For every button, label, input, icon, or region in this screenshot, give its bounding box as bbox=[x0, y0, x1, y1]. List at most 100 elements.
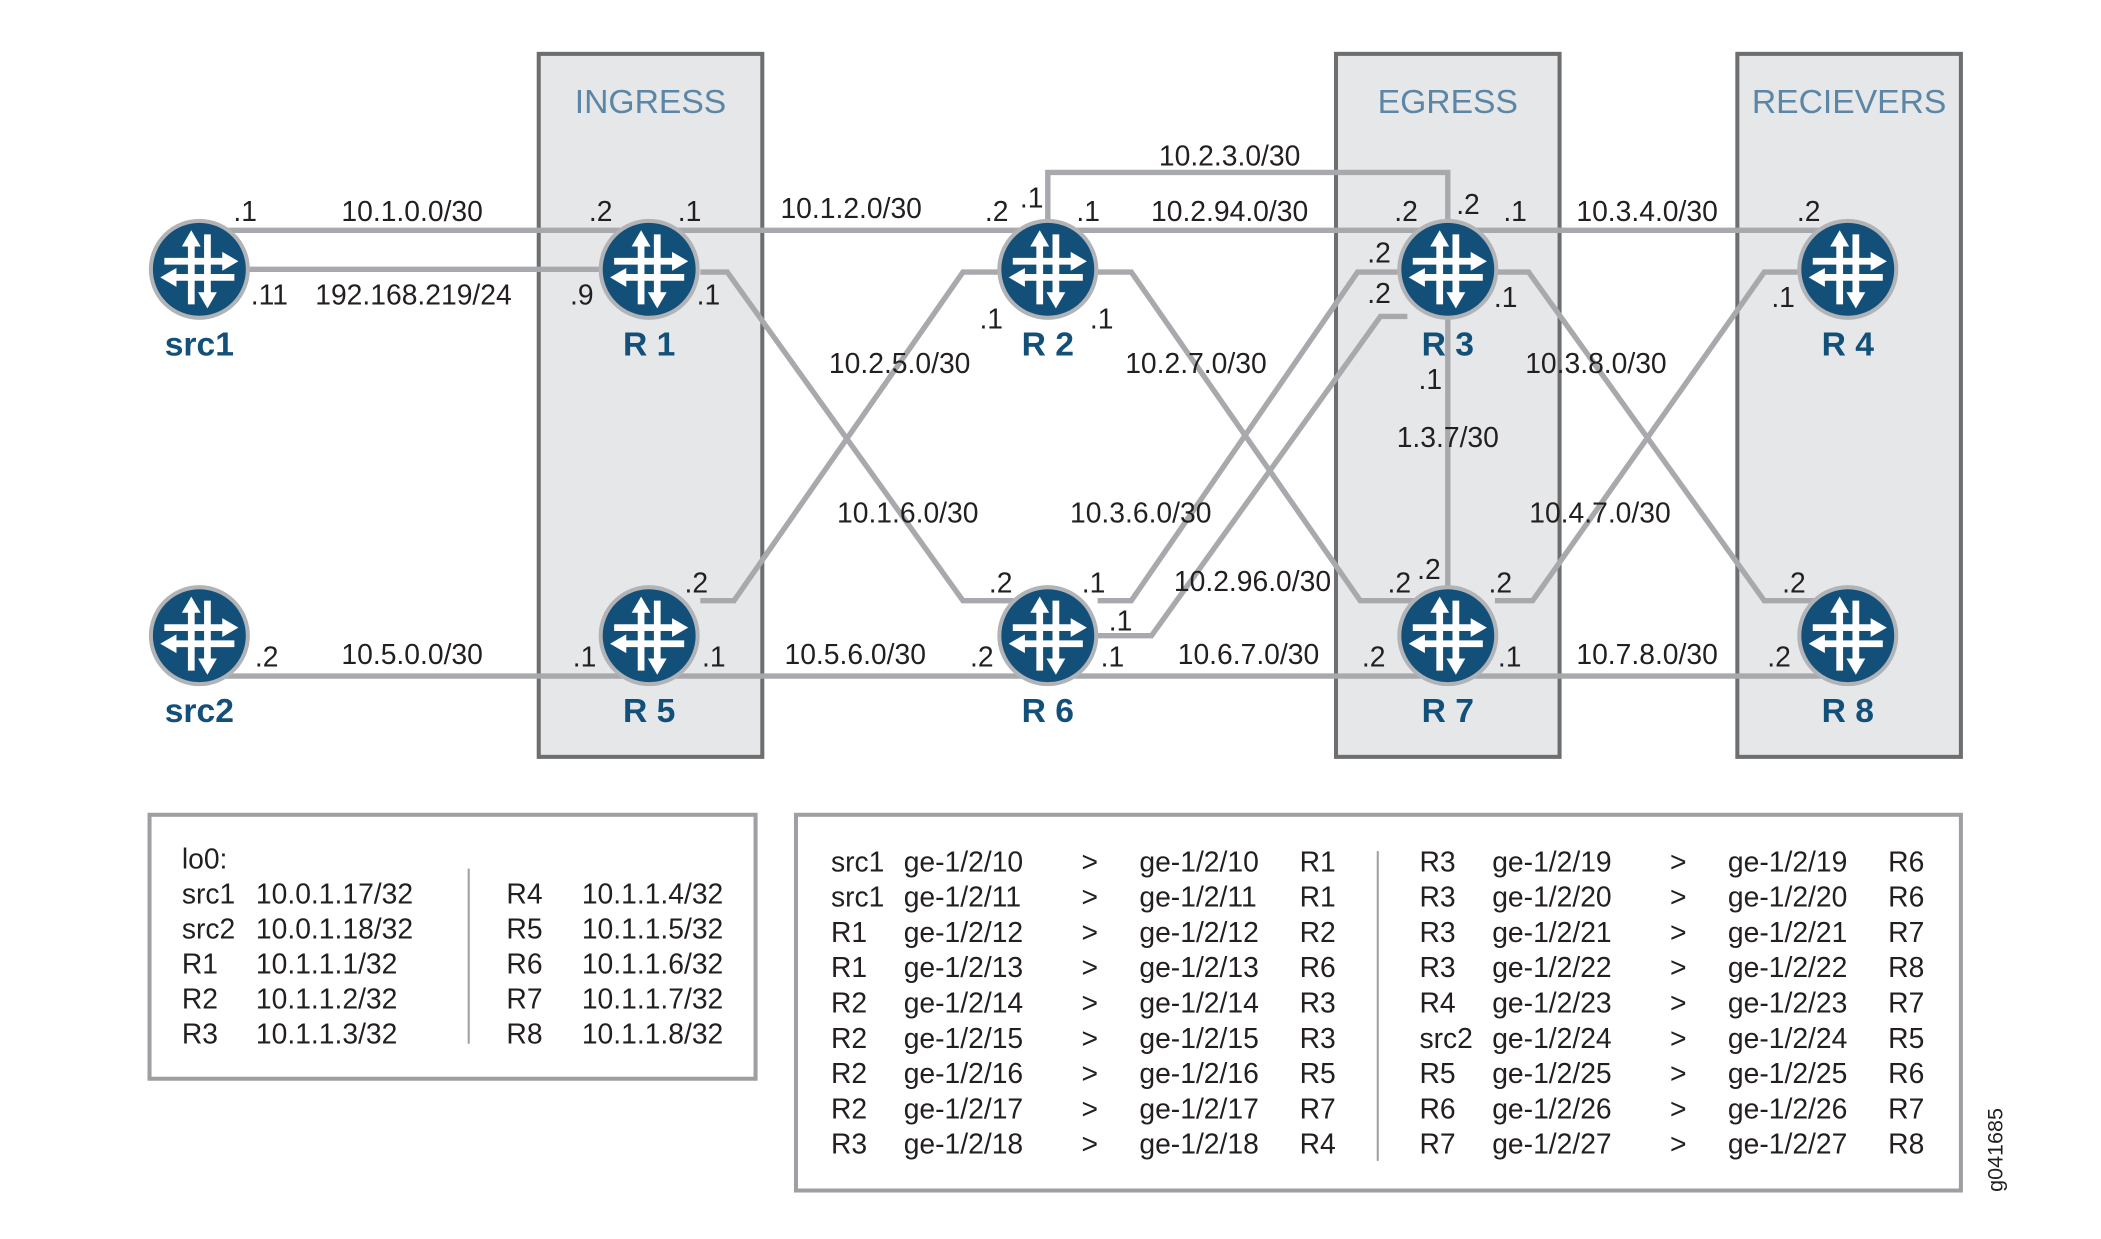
subnet-label: 10.5.0.0/30 bbox=[341, 638, 482, 670]
loopback-address: 10.1.1.7/32 bbox=[582, 983, 723, 1015]
loopback-device: R7 bbox=[506, 983, 542, 1015]
router-icon bbox=[151, 221, 248, 318]
interface-to-port: ge-1/2/14 bbox=[1139, 986, 1258, 1018]
interface-label: .1 bbox=[697, 278, 721, 310]
router-name: R 7 bbox=[1422, 693, 1474, 730]
subnet-label: 10.1.0.0/30 bbox=[341, 195, 482, 227]
interface-label: .1 bbox=[1082, 567, 1106, 599]
interface-from-port: ge-1/2/12 bbox=[904, 916, 1023, 948]
router-r1[interactable]: R 1 bbox=[601, 221, 698, 364]
link-line bbox=[1097, 269, 1401, 604]
interface-to-port: ge-1/2/11 bbox=[1139, 881, 1256, 913]
interface-label: .2 bbox=[1782, 567, 1806, 599]
interface-arrow: > bbox=[1081, 951, 1098, 983]
interface-arrow: > bbox=[1670, 1128, 1687, 1160]
interface-to-port: ge-1/2/20 bbox=[1728, 881, 1847, 913]
router-r7[interactable]: R 7 bbox=[1399, 587, 1496, 730]
interface-arrow: > bbox=[1081, 881, 1098, 913]
interface-from-port: ge-1/2/21 bbox=[1492, 916, 1611, 948]
interface-to-device: R1 bbox=[1300, 881, 1336, 913]
subnet-label: 10.2.7.0/30 bbox=[1125, 347, 1266, 379]
interface-label: .2 bbox=[589, 195, 613, 227]
interface-label: .2 bbox=[985, 195, 1009, 227]
interface-from-device: R1 bbox=[831, 951, 867, 983]
interface-from-port: ge-1/2/20 bbox=[1492, 881, 1611, 913]
interface-label: .2 bbox=[1367, 237, 1391, 269]
links bbox=[199, 169, 1848, 679]
interface-to-device: R6 bbox=[1300, 951, 1336, 983]
subnet-label: 10.5.6.0/30 bbox=[784, 638, 925, 670]
interface-arrow: > bbox=[1670, 881, 1687, 913]
interface-label: .1 bbox=[1771, 281, 1795, 313]
interface-to-device: R8 bbox=[1888, 1128, 1924, 1160]
router-r5[interactable]: R 5 bbox=[601, 587, 698, 730]
interface-label: .1 bbox=[1101, 641, 1125, 673]
interface-to-device: R7 bbox=[1888, 1092, 1924, 1124]
interface-label: .1 bbox=[702, 641, 726, 673]
interface-from-device: R4 bbox=[1420, 986, 1456, 1018]
interface-from-port: ge-1/2/10 bbox=[904, 845, 1023, 877]
interface-arrow: > bbox=[1670, 1092, 1687, 1124]
interface-arrow: > bbox=[1670, 845, 1687, 877]
interface-label: .2 bbox=[989, 567, 1013, 599]
router-src2[interactable]: src2 bbox=[151, 587, 248, 730]
interface-arrow: > bbox=[1081, 1092, 1098, 1124]
figure-id: g041685 bbox=[1984, 1108, 2008, 1192]
interface-to-port: ge-1/2/25 bbox=[1728, 1057, 1847, 1089]
loopback-title: lo0: bbox=[182, 843, 228, 875]
interface-to-port: ge-1/2/22 bbox=[1728, 951, 1847, 983]
router-icon bbox=[999, 587, 1096, 684]
loopback-device: R1 bbox=[182, 948, 218, 980]
subnet-label: 10.7.8.0/30 bbox=[1576, 638, 1717, 670]
loopback-device: src2 bbox=[182, 913, 235, 945]
interface-from-port: ge-1/2/22 bbox=[1492, 951, 1611, 983]
subnet-label: 1.3.7/30 bbox=[1397, 421, 1499, 453]
zone-title: RECIEVERS bbox=[1752, 84, 1947, 121]
interface-label: .1 bbox=[1503, 195, 1527, 227]
interface-from-device: R3 bbox=[1420, 881, 1456, 913]
interface-from-device: R3 bbox=[831, 1128, 867, 1160]
link-line bbox=[1494, 269, 1805, 604]
interface-to-device: R7 bbox=[1888, 916, 1924, 948]
interface-arrow: > bbox=[1081, 1128, 1098, 1160]
interface-to-port: ge-1/2/18 bbox=[1139, 1128, 1258, 1160]
router-r3[interactable]: R 3 bbox=[1399, 221, 1496, 364]
loopback-address: 10.0.1.18/32 bbox=[256, 913, 413, 945]
loopback-address: 10.1.1.5/32 bbox=[582, 913, 723, 945]
interface-to-device: R5 bbox=[1888, 1022, 1924, 1054]
router-icon bbox=[999, 221, 1096, 318]
interface-label: .1 bbox=[233, 195, 257, 227]
interface-to-device: R1 bbox=[1300, 845, 1336, 877]
router-r8[interactable]: R 8 bbox=[1799, 587, 1896, 730]
interface-arrow: > bbox=[1081, 1057, 1098, 1089]
interface-label: .2 bbox=[1388, 567, 1412, 599]
loopback-device: R4 bbox=[506, 878, 542, 910]
router-name: R 8 bbox=[1822, 693, 1874, 730]
interface-label: .1 bbox=[678, 195, 702, 227]
router-r6[interactable]: R 6 bbox=[999, 587, 1096, 730]
router-name: R 3 bbox=[1422, 327, 1474, 364]
interface-label: .1 bbox=[1498, 641, 1522, 673]
interface-arrow: > bbox=[1081, 986, 1098, 1018]
router-src1[interactable]: src1 bbox=[151, 221, 248, 364]
loopback-device: R6 bbox=[506, 948, 542, 980]
interface-label: .11 bbox=[251, 278, 288, 310]
router-icon bbox=[1399, 221, 1496, 318]
interface-to-port: ge-1/2/26 bbox=[1728, 1092, 1847, 1124]
loopback-device: R5 bbox=[506, 913, 542, 945]
loopback-address: 10.1.1.4/32 bbox=[582, 878, 723, 910]
interface-to-port: ge-1/2/23 bbox=[1728, 986, 1847, 1018]
router-r4[interactable]: R 4 bbox=[1799, 221, 1896, 364]
interface-label: .1 bbox=[1076, 195, 1100, 227]
loopback-device: src1 bbox=[182, 878, 235, 910]
router-name: R 4 bbox=[1822, 327, 1875, 364]
interface-arrow: > bbox=[1670, 916, 1687, 948]
zone-title: INGRESS bbox=[575, 84, 727, 121]
interface-from-port: ge-1/2/16 bbox=[904, 1057, 1023, 1089]
subnet-label: 10.1.6.0/30 bbox=[837, 497, 978, 529]
interface-label: .1 bbox=[1418, 363, 1442, 395]
router-icon bbox=[601, 221, 698, 318]
interface-label: .2 bbox=[1417, 553, 1441, 585]
router-r2[interactable]: R 2 bbox=[999, 221, 1096, 364]
